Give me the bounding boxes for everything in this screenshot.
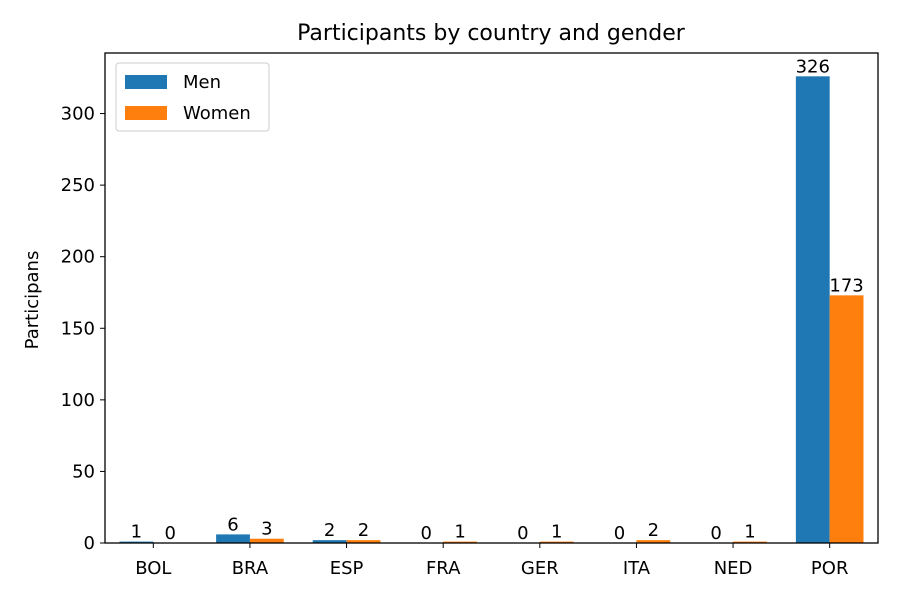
data-label-men-esp: 2	[324, 520, 335, 541]
y-tick-label-100: 100	[61, 390, 95, 411]
data-label-women-esp: 2	[358, 520, 369, 541]
y-axis-label: Participans	[22, 251, 43, 350]
y-tick-label-50: 50	[72, 461, 95, 482]
data-label-women-bol: 0	[164, 523, 175, 544]
x-tick-label-ita: ITA	[623, 558, 651, 579]
bar-women-esp	[346, 540, 381, 543]
bar-women-bra	[249, 538, 284, 543]
x-tick-label-bra: BRA	[232, 558, 269, 579]
legend: Men Women	[115, 62, 270, 132]
y-tick-label-150: 150	[61, 318, 95, 339]
data-label-men-bra: 6	[227, 514, 238, 535]
axes-frame	[104, 52, 879, 544]
bar-women-fra	[443, 541, 478, 543]
data-label-men-ned: 0	[710, 523, 721, 544]
x-tick-label-esp: ESP	[330, 558, 364, 579]
data-label-men-ita: 0	[614, 523, 625, 544]
bar-men-por	[795, 76, 830, 543]
data-label-men-por: 326	[796, 56, 830, 77]
y-tick-label-250: 250	[61, 175, 95, 196]
x-tick-label-bol: BOL	[135, 558, 171, 579]
data-label-women-ned: 1	[744, 522, 755, 543]
legend-swatch-men	[125, 75, 167, 89]
bar-men-esp	[312, 540, 347, 543]
y-axis: 0 50 100 150 200 250 300	[61, 104, 105, 554]
bar-men-bol	[119, 541, 154, 543]
x-tick-label-fra: FRA	[426, 558, 461, 579]
legend-label-men: Men	[183, 72, 221, 93]
data-label-men-fra: 0	[421, 523, 432, 544]
data-label-women-fra: 1	[454, 522, 465, 543]
bar-women-ita	[636, 540, 671, 543]
x-tick-label-ned: NED	[714, 558, 753, 579]
data-label-men-ger: 0	[517, 523, 528, 544]
chart-title: Participants by country and gender	[297, 21, 686, 46]
x-axis: BOL BRA ESP FRA GER ITA NED POR	[135, 543, 848, 579]
data-label-women-bra: 3	[261, 519, 272, 540]
bar-women-ned	[733, 541, 767, 543]
bar-women-por	[829, 295, 864, 543]
data-label-women-por: 173	[829, 275, 863, 296]
data-label-women-ger: 1	[551, 522, 562, 543]
y-tick-label-200: 200	[61, 247, 95, 268]
x-tick-label-por: POR	[811, 558, 849, 579]
legend-swatch-women	[125, 106, 167, 120]
data-label-women-ita: 2	[648, 520, 659, 541]
y-tick-label-300: 300	[61, 104, 95, 125]
x-tick-label-ger: GER	[521, 558, 559, 579]
plot-area: 1 0 6 3 2 2 0 1 0 1 0 2 0 1 326 173	[119, 56, 864, 544]
data-label-men-bol: 1	[131, 522, 142, 543]
bar-women-ger	[539, 541, 574, 543]
bar-men-bra	[216, 534, 250, 543]
y-tick-label-0: 0	[84, 533, 95, 554]
legend-label-women: Women	[183, 103, 251, 124]
